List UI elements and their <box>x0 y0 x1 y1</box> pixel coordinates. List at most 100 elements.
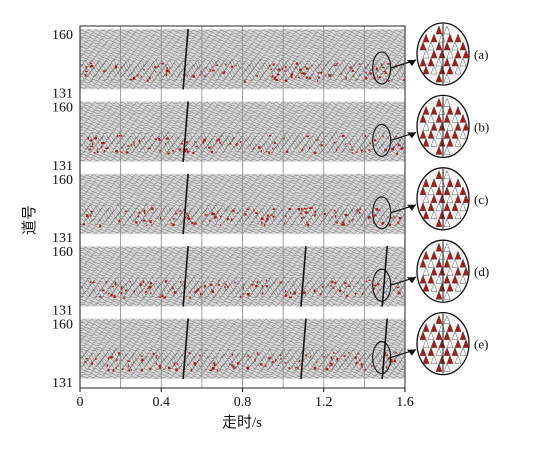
trace-fill <box>284 222 286 225</box>
trace-fill <box>133 144 135 147</box>
trace-fill <box>141 355 143 357</box>
trace-fill <box>172 223 175 226</box>
zoom-wiggle <box>443 258 451 268</box>
trace-fill <box>101 142 104 145</box>
trace-fill <box>336 148 338 152</box>
trace-fill <box>336 62 338 65</box>
zoom-wiggle <box>435 25 443 35</box>
trace-fill <box>386 63 390 65</box>
trace-fill <box>306 67 309 70</box>
zoom-wiggle <box>422 282 430 292</box>
trace-fill <box>127 360 130 362</box>
zoom-wiggle <box>443 97 451 107</box>
trace-fill <box>114 281 117 284</box>
trace-fill <box>185 141 189 144</box>
trace-fill <box>127 145 130 147</box>
trace-fill <box>199 354 201 357</box>
zoom-inset: (d) <box>390 239 489 303</box>
zoom-wiggle <box>454 210 462 219</box>
zoom-wiggle <box>446 121 454 131</box>
seismic-trace <box>79 222 405 227</box>
trace-fill <box>309 147 311 150</box>
trace-fill <box>200 70 202 73</box>
seismic-trace <box>79 188 405 193</box>
trace-fill <box>96 150 98 153</box>
trace-fill <box>330 285 332 287</box>
trace-fill <box>219 141 222 144</box>
trace-fill <box>360 149 363 152</box>
trace-fill <box>224 286 226 289</box>
zoom-wiggle <box>427 113 435 123</box>
trace-fill <box>261 292 264 295</box>
trace-fill <box>386 365 388 369</box>
trace-fill <box>125 151 129 154</box>
seismic-trace <box>79 183 405 188</box>
trace-fill <box>376 283 379 285</box>
zoom-wiggle <box>422 250 430 260</box>
trace-fill <box>116 135 119 138</box>
trace-fill <box>110 294 113 297</box>
seismic-trace <box>79 106 405 111</box>
trace-fill <box>349 66 352 69</box>
seismic-trace <box>79 265 405 270</box>
zoom-wiggle <box>435 315 443 324</box>
zoom-wiggle <box>443 363 451 372</box>
trace-fill <box>355 361 358 365</box>
seismic-trace <box>79 338 405 342</box>
seismic-trace <box>79 65 405 75</box>
seismic-trace <box>79 34 405 38</box>
zoom-wiggle <box>419 57 427 67</box>
trace-fill <box>190 368 193 372</box>
zoom-wiggle <box>427 129 435 139</box>
zoom-wiggle <box>422 323 430 332</box>
trace-fill <box>255 75 258 77</box>
trace-fill <box>284 294 287 298</box>
trace-fill <box>259 363 263 366</box>
trace-fill <box>268 65 271 67</box>
seismic-trace <box>79 111 405 116</box>
trace-fill <box>268 357 271 359</box>
trace-fill <box>140 76 142 78</box>
trace-fill <box>105 147 109 149</box>
trace-fill <box>217 210 219 213</box>
trace-fill <box>247 354 249 357</box>
trace-fill <box>364 77 368 80</box>
seismic-trace <box>79 253 405 258</box>
seismic-trace <box>79 367 405 372</box>
trace-fill <box>195 145 198 148</box>
zoom-wiggle <box>454 65 462 75</box>
trace-fill <box>320 293 322 296</box>
trace-fill <box>210 150 214 154</box>
trace-fill <box>191 221 194 225</box>
trace-fill <box>371 365 373 367</box>
trace-fill <box>211 290 214 294</box>
zoom-wiggle <box>462 266 470 276</box>
zoom-wiggle <box>446 266 454 276</box>
trace-fill <box>345 76 347 80</box>
zoom-wiggle <box>422 339 430 348</box>
zoom-wiggle <box>451 202 459 211</box>
trace-fill <box>255 212 258 214</box>
trace-fill <box>217 138 220 141</box>
trace-fill <box>167 366 171 370</box>
trace-fill <box>178 148 182 151</box>
trace-fill <box>301 217 303 219</box>
seismic-trace <box>79 56 405 60</box>
seismic-trace <box>79 29 405 33</box>
seismic-trace <box>79 348 405 352</box>
trace-fill <box>368 279 371 281</box>
trace-fill <box>268 151 270 155</box>
trace-fill <box>313 151 317 154</box>
trace-fill <box>395 135 397 138</box>
seismic-trace <box>79 123 405 128</box>
trace-fill <box>111 356 113 358</box>
trace-fill <box>272 63 275 66</box>
trace-fill <box>203 75 207 77</box>
trace-fill <box>265 151 268 153</box>
trace-fill <box>140 369 143 372</box>
zoom-wiggle <box>419 331 427 340</box>
trace-fill <box>253 209 255 212</box>
trace-fill <box>176 363 179 365</box>
zoom-arrowhead <box>407 60 416 66</box>
